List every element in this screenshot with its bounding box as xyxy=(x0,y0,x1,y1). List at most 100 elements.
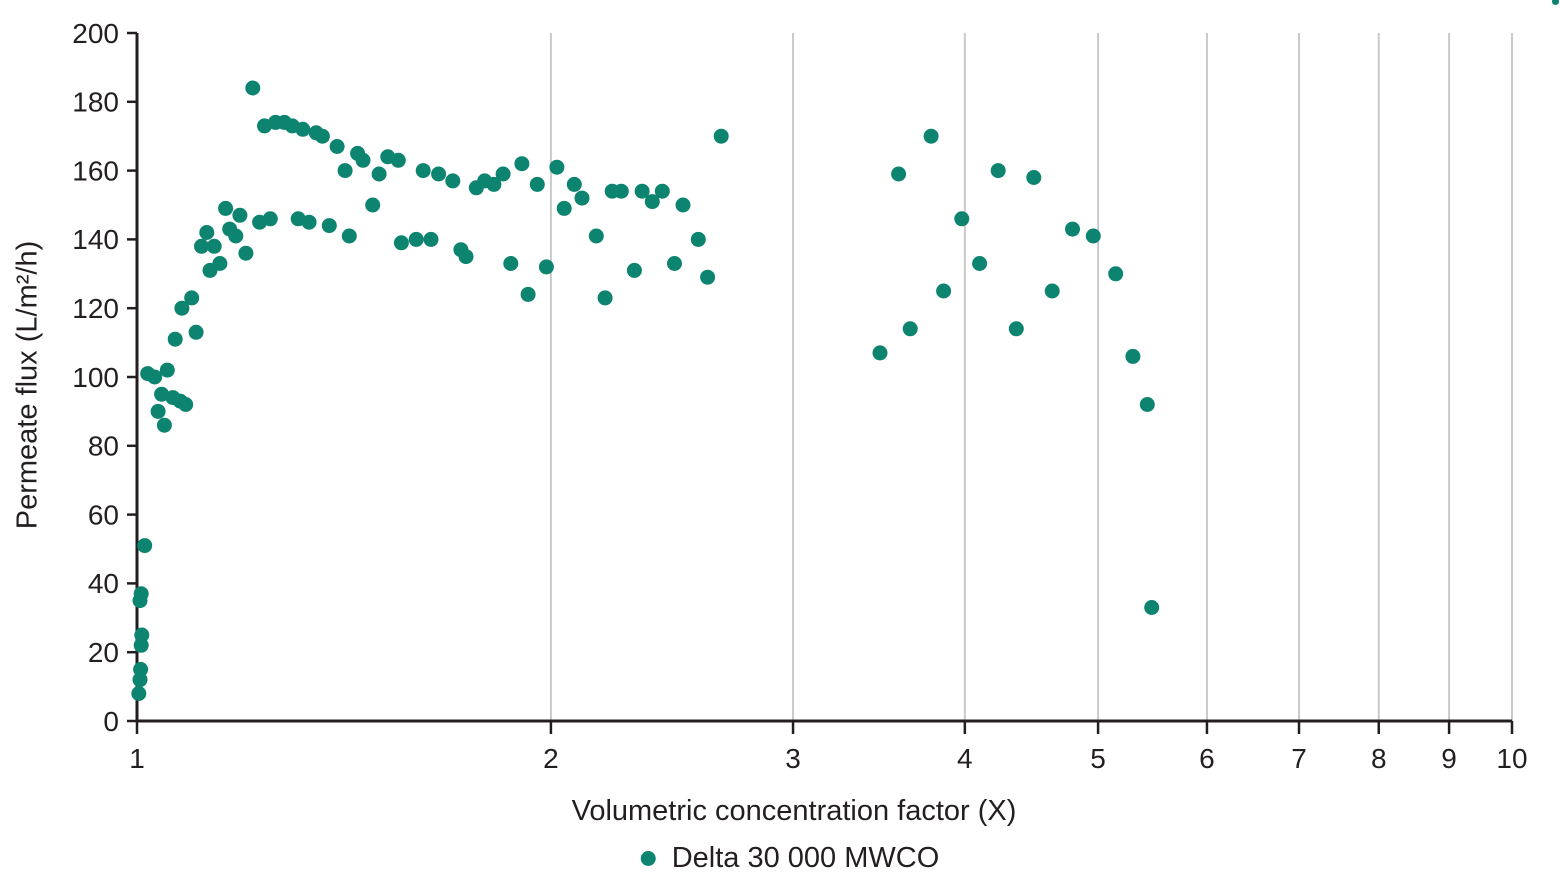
data-point xyxy=(156,417,172,433)
data-point xyxy=(423,231,439,247)
y-tick-label: 180 xyxy=(72,87,119,118)
y-axis-title: Permeate flux (L/m²/h) xyxy=(11,240,44,530)
data-point xyxy=(262,211,278,227)
data-point xyxy=(514,156,530,172)
data-point xyxy=(329,139,345,154)
data-point xyxy=(1144,600,1160,615)
data-point xyxy=(675,197,691,213)
data-point xyxy=(212,256,228,271)
data-point xyxy=(634,183,650,199)
x-tick-label: 8 xyxy=(1371,743,1387,774)
y-tick-label: 80 xyxy=(88,431,119,462)
data-point xyxy=(597,290,613,306)
data-point xyxy=(232,207,248,223)
data-point xyxy=(644,194,660,210)
data-point xyxy=(133,586,149,602)
data-point xyxy=(337,163,353,179)
data-point xyxy=(626,262,642,278)
data-point xyxy=(147,369,163,385)
data-point xyxy=(538,259,554,275)
data-point xyxy=(1108,266,1124,282)
data-point xyxy=(1085,228,1101,244)
data-point xyxy=(188,324,204,340)
data-point xyxy=(371,166,387,182)
data-point xyxy=(131,686,147,701)
data-point xyxy=(390,152,406,168)
data-point xyxy=(321,218,337,234)
data-point xyxy=(295,121,311,137)
x-axis-title: Volumetric concentration factor (X) xyxy=(571,795,1017,827)
x-tick-label: 1 xyxy=(129,743,145,774)
data-point xyxy=(134,627,150,643)
data-point xyxy=(228,228,244,244)
y-tick-label: 160 xyxy=(72,155,119,186)
data-point xyxy=(365,197,381,213)
data-point xyxy=(902,321,918,337)
data-point xyxy=(206,238,222,254)
data-point xyxy=(495,166,511,182)
data-point xyxy=(556,200,572,216)
x-tick-label: 10 xyxy=(1496,743,1527,774)
data-point xyxy=(1026,170,1042,185)
data-point xyxy=(529,176,545,192)
data-point xyxy=(341,228,357,244)
data-point xyxy=(301,214,317,230)
data-point xyxy=(154,386,170,402)
x-tick-label: 9 xyxy=(1441,743,1457,774)
data-point xyxy=(314,128,330,144)
data-point xyxy=(503,256,519,271)
data-point xyxy=(238,245,254,261)
data-point xyxy=(486,176,502,192)
y-tick-label: 0 xyxy=(103,706,119,737)
data-point xyxy=(1139,397,1155,412)
data-point xyxy=(936,283,952,299)
x-tick-label: 4 xyxy=(957,743,973,774)
data-point xyxy=(588,228,604,244)
data-point xyxy=(700,269,716,285)
data-point xyxy=(667,256,682,271)
data-point xyxy=(133,661,149,677)
y-tick-label: 60 xyxy=(88,499,119,530)
data-point xyxy=(431,166,447,182)
x-tick-label: 3 xyxy=(785,743,801,774)
data-point xyxy=(566,176,582,192)
data-point xyxy=(184,290,200,306)
y-tick-label: 20 xyxy=(88,637,119,668)
x-tick-label: 2 xyxy=(543,743,559,774)
truncated-corner-dot xyxy=(1552,0,1559,5)
data-point xyxy=(150,403,166,419)
data-point xyxy=(1008,321,1024,337)
data-point xyxy=(408,231,424,247)
data-point xyxy=(194,238,209,254)
data-point xyxy=(713,128,729,144)
data-point xyxy=(415,163,431,179)
data-point xyxy=(178,397,194,412)
data-point xyxy=(1044,283,1060,299)
data-point xyxy=(458,249,474,265)
data-point xyxy=(218,200,234,216)
data-point xyxy=(872,345,888,361)
data-point xyxy=(891,166,907,182)
data-point xyxy=(1065,221,1080,237)
data-point xyxy=(613,183,629,199)
y-tick-label: 140 xyxy=(72,224,119,255)
data-point xyxy=(199,225,215,240)
y-tick-label: 120 xyxy=(72,293,119,324)
y-tick-label: 40 xyxy=(88,568,119,599)
legend-label: Delta 30 000 MWCO xyxy=(671,842,940,874)
data-point xyxy=(574,190,590,206)
y-tick-label: 200 xyxy=(72,18,119,49)
data-point xyxy=(520,286,536,302)
data-point xyxy=(990,163,1006,179)
data-point xyxy=(137,538,153,554)
data-point xyxy=(923,128,939,144)
data-point xyxy=(245,80,261,96)
x-tick-label: 6 xyxy=(1199,743,1215,774)
data-point xyxy=(393,235,409,251)
data-point xyxy=(355,152,371,168)
y-tick-label: 100 xyxy=(72,362,119,393)
x-tick-label: 5 xyxy=(1090,743,1106,774)
data-point xyxy=(159,362,175,378)
